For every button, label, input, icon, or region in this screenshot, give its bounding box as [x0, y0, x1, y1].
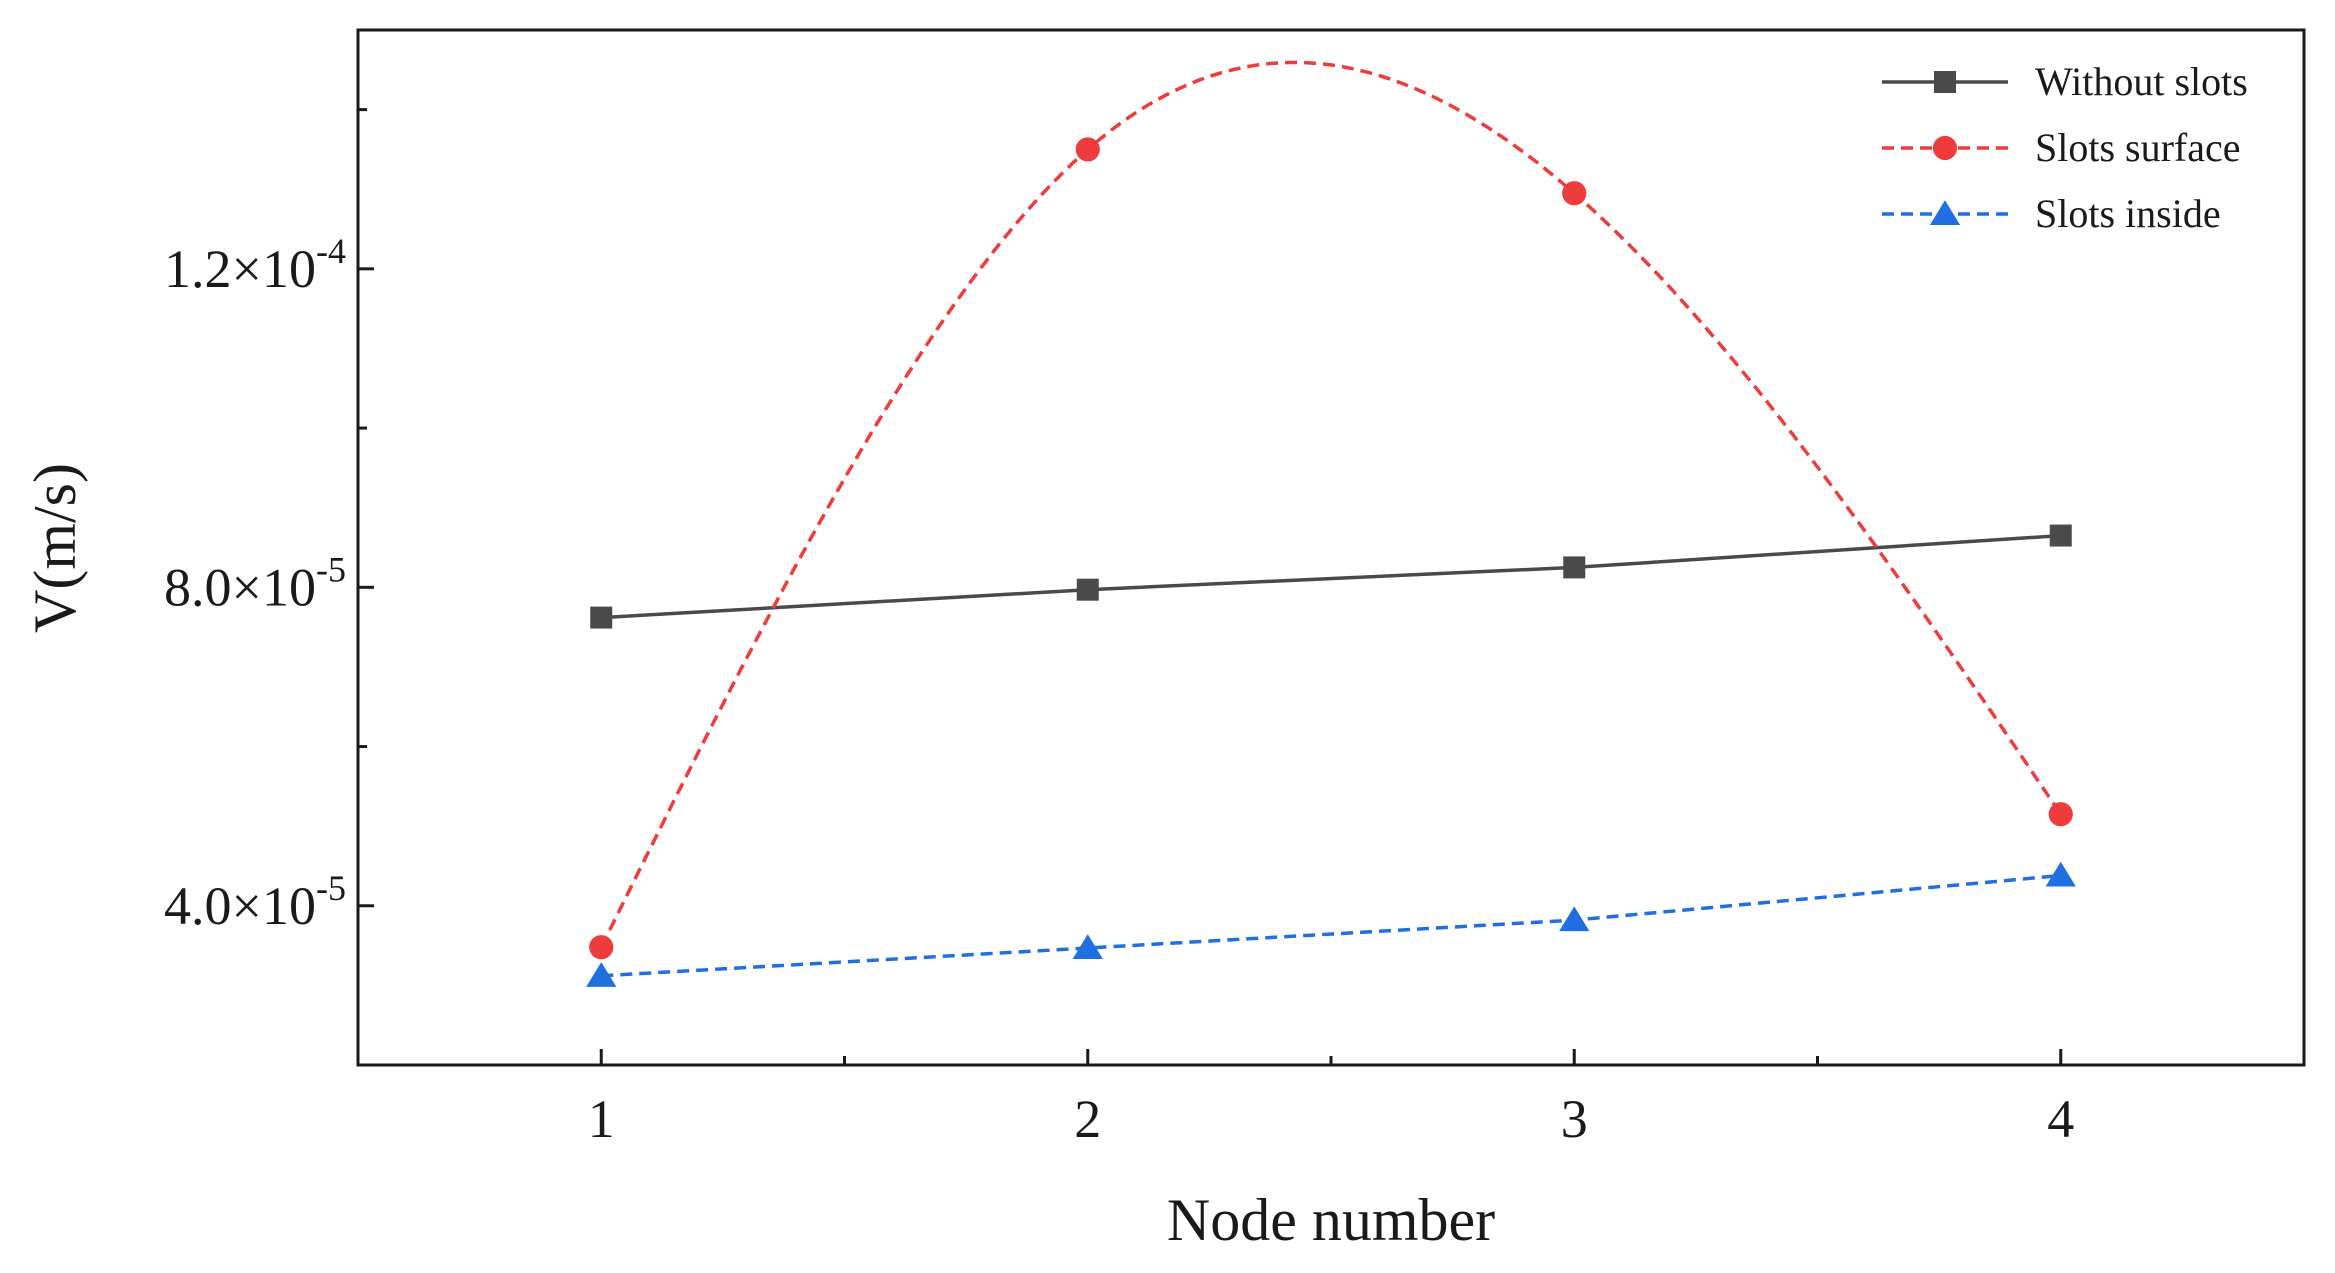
legend-label: Slots inside: [2035, 191, 2221, 236]
data-point-marker: [589, 935, 614, 960]
legend-marker: [1934, 71, 1956, 93]
x-tick-label: 1: [588, 1089, 615, 1149]
x-tick-label: 4: [2047, 1089, 2074, 1149]
y-tick-label: 8.0×10-5: [164, 549, 346, 617]
y-tick-exponent: -5: [316, 549, 346, 589]
series-without-slots: [590, 524, 2072, 629]
data-point-marker: [1075, 137, 1100, 162]
legend-marker: [1929, 200, 1961, 225]
data-point-marker: [1563, 556, 1586, 579]
y-axis-ticks: 4.0×10-58.0×10-51.2×10-4: [164, 108, 374, 936]
data-point-marker: [2048, 802, 2073, 827]
legend-item: Slots inside: [1882, 191, 2221, 236]
y-tick-label: 1.2×10-4: [164, 231, 346, 299]
legend-label: Without slots: [2035, 59, 2248, 104]
legend-marker: [1932, 135, 1958, 161]
data-point-marker: [1072, 934, 1103, 959]
series-line: [601, 533, 2061, 620]
y-tick-mantissa: 8.0×10: [164, 557, 316, 617]
data-point-marker: [1562, 181, 1587, 206]
y-tick-mantissa: 1.2×10: [164, 239, 316, 299]
data-point-marker: [1076, 578, 1099, 601]
legend-label: Slots surface: [2035, 125, 2241, 170]
data-point-marker: [590, 606, 613, 629]
legend-item: Without slots: [1882, 59, 2248, 104]
y-tick-mantissa: 4.0×10: [164, 876, 316, 936]
series-slots-surface: [589, 60, 2073, 960]
y-tick-exponent: -4: [316, 231, 346, 271]
series-slots-inside: [586, 861, 2076, 987]
series-layer: [586, 60, 2076, 987]
x-tick-label: 2: [1074, 1089, 1101, 1149]
y-tick-exponent: -5: [316, 868, 346, 908]
plot-frame: [356, 28, 2306, 1067]
x-axis-ticks: 1 2 3 4: [588, 1049, 2074, 1149]
data-point-marker: [2049, 524, 2072, 547]
y-tick-label: 4.0×10-5: [164, 868, 346, 936]
series-line: [601, 873, 2061, 978]
legend: Without slots Slots surface Slots inside: [1882, 59, 2248, 236]
x-tick-label: 3: [1561, 1089, 1588, 1149]
y-axis-title: V(m/s): [22, 463, 88, 633]
series-line: [599, 60, 2063, 948]
x-axis-title: Node number: [1167, 1187, 1495, 1253]
data-point-marker: [586, 962, 617, 987]
data-point-marker: [1559, 906, 1590, 932]
data-point-marker: [2045, 861, 2076, 887]
legend-item: Slots surface: [1882, 125, 2241, 170]
